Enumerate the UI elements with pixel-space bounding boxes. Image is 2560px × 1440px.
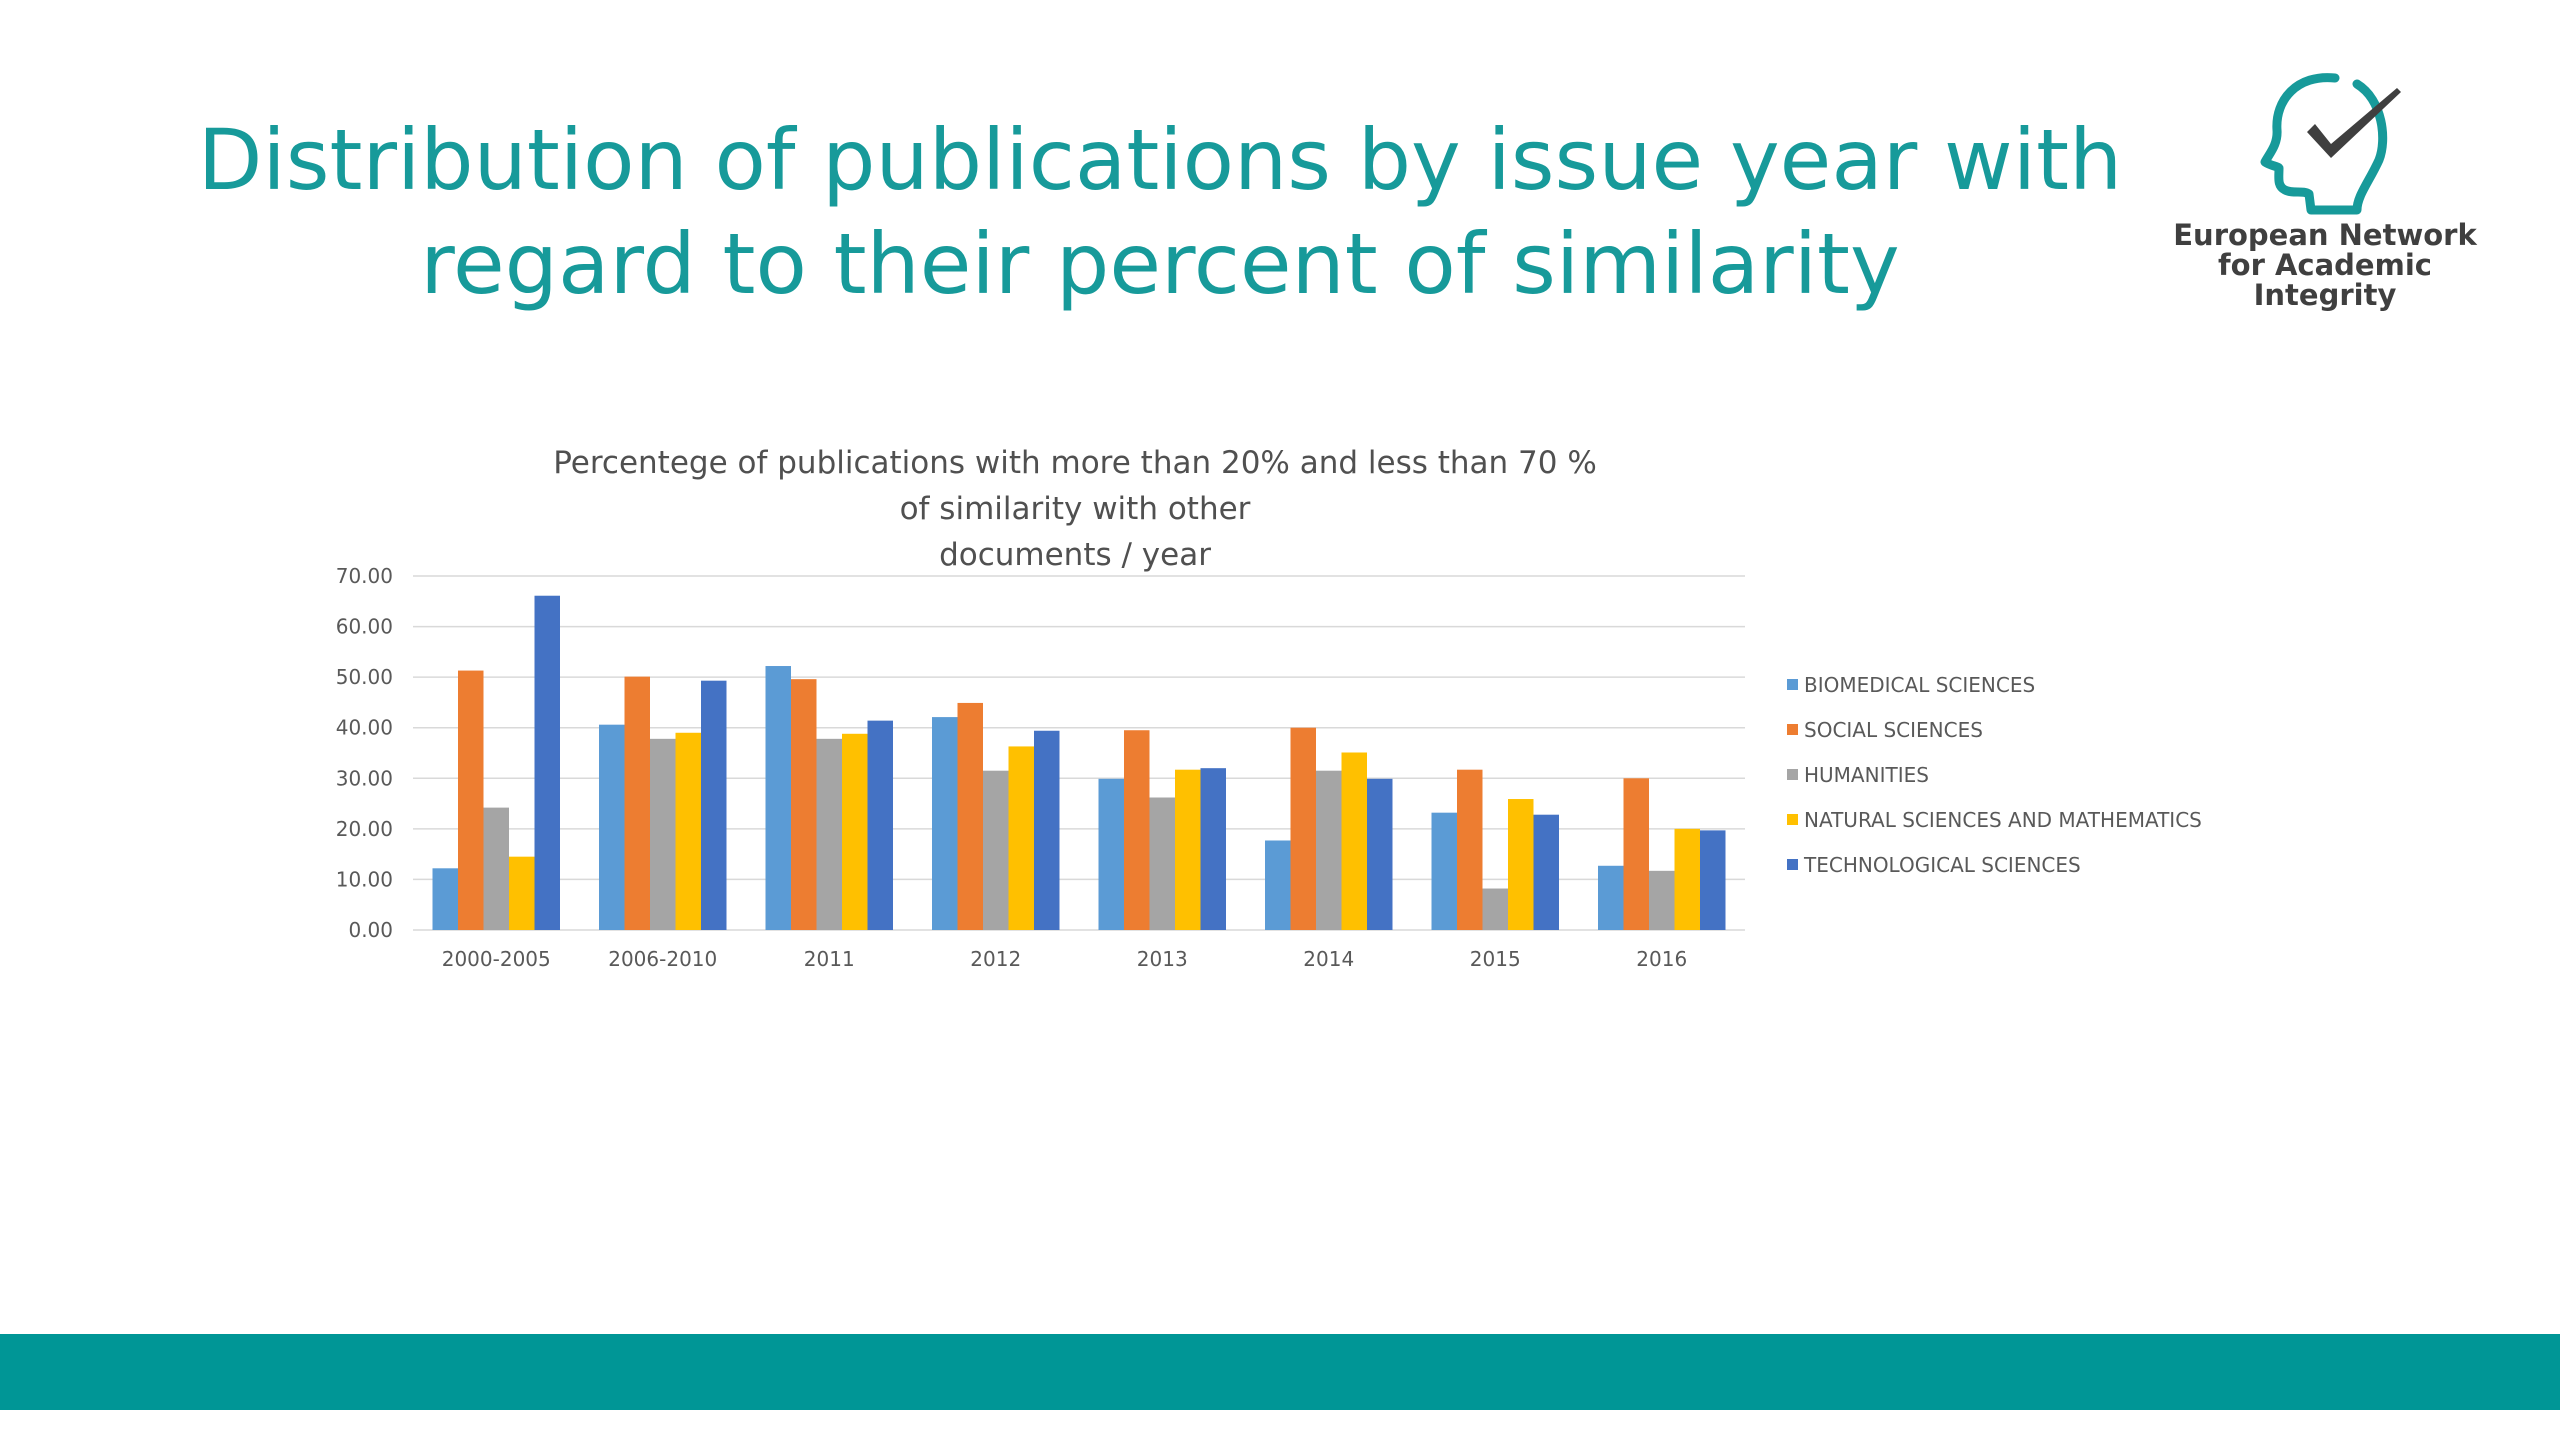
legend-item: TECHNOLOGICAL SCIENCES [1787,842,2257,887]
bar [765,666,791,930]
bar [1034,730,1060,930]
bar [1623,778,1649,930]
logo-text: European Network for Academic Integrity [2160,220,2490,310]
bar [599,724,625,930]
bar [1124,730,1150,930]
legend-label: BIOMEDICAL SCIENCES [1804,672,2036,697]
bar [1098,778,1124,930]
bar [791,679,817,930]
legend-item: SOCIAL SCIENCES [1787,707,2257,752]
x-tick-label: 2015 [1470,947,1521,971]
y-tick-label: 10.00 [336,867,393,891]
bar [701,680,727,930]
bar [816,738,842,930]
bar [1316,770,1342,930]
bar [1367,778,1393,930]
y-tick-label: 60.00 [336,615,393,639]
bar [1149,797,1175,930]
chart-title: Percentege of publications with more tha… [550,440,1600,578]
chart-title-line-1: Percentege of publications with more tha… [553,445,1597,527]
bar [534,595,560,930]
bar [867,720,893,930]
bar [1175,769,1201,930]
bar [932,717,958,930]
bar [1008,746,1034,930]
legend-swatch [1787,859,1798,870]
x-tick-label: 2006-2010 [608,947,717,971]
slide-title-line-1: Distribution of publications by issue ye… [197,111,2123,209]
bar [1482,888,1508,930]
bar [1649,870,1675,930]
x-tick-label: 2016 [1636,947,1687,971]
y-tick-label: 70.00 [336,564,393,588]
y-tick-label: 20.00 [336,817,393,841]
x-tick-label: 2000-2005 [442,947,551,971]
legend-label: SOCIAL SCIENCES [1804,717,1983,742]
legend-item: NATURAL SCIENCES AND MATHEMATICS [1787,797,2257,842]
bar [983,770,1009,930]
bar [432,868,458,930]
bar [1290,727,1316,930]
bar [509,856,535,930]
bar [1533,814,1559,930]
legend-label: NATURAL SCIENCES AND MATHEMATICS [1804,807,2202,832]
y-tick-label: 30.00 [336,766,393,790]
x-tick-label: 2013 [1137,947,1188,971]
chart-title-line-2: documents / year [939,537,1211,573]
bar [1674,828,1700,930]
slide-title: Distribution of publications by issue ye… [180,108,2140,316]
legend-label: TECHNOLOGICAL SCIENCES [1804,852,2081,877]
chart: Percentege of publications with more tha… [300,440,2260,1000]
chart-plot: 0.00 10.00 20.00 30.00 40.00 50.00 60.00 70.00 2… [336,564,1745,971]
x-tick-label: 2014 [1303,947,1354,971]
bar [458,670,484,930]
legend-swatch [1787,814,1798,825]
legend-label: HUMANITIES [1804,762,1929,787]
legend-swatch [1787,679,1798,690]
y-tick-label: 40.00 [336,716,393,740]
chart-legend: BIOMEDICAL SCIENCES SOCIAL SCIENCES HUMANI… [1787,662,2257,887]
bar [1457,769,1483,930]
bar [1200,768,1226,930]
x-tick-label: 2012 [970,947,1021,971]
enai-logo: European Network for Academic Integrity [2160,60,2490,330]
bar [1700,830,1726,930]
bar [957,702,983,930]
bar [675,732,701,930]
x-tick-label: 2011 [804,947,855,971]
footer-band [0,1334,2560,1410]
slide-title-line-2: regard to their percent of similarity [420,215,1900,313]
bar [1598,865,1624,930]
y-tick-label: 50.00 [336,665,393,689]
bar [842,733,868,930]
bar [1265,840,1291,930]
y-tick-label: 0.00 [348,918,393,942]
logo-text-line-1: European Network [2173,218,2477,252]
logo-text-line-2: for Academic [2218,248,2432,282]
bar [1431,812,1457,930]
bar [1508,799,1534,930]
logo-text-line-3: Integrity [2253,278,2397,312]
bar [1341,752,1367,930]
head-check-logo-icon [2260,73,2401,215]
legend-item: BIOMEDICAL SCIENCES [1787,662,2257,707]
legend-item: HUMANITIES [1787,752,2257,797]
legend-swatch [1787,724,1798,735]
bar [650,738,676,930]
bar [483,807,509,930]
legend-swatch [1787,769,1798,780]
bar [624,676,650,930]
